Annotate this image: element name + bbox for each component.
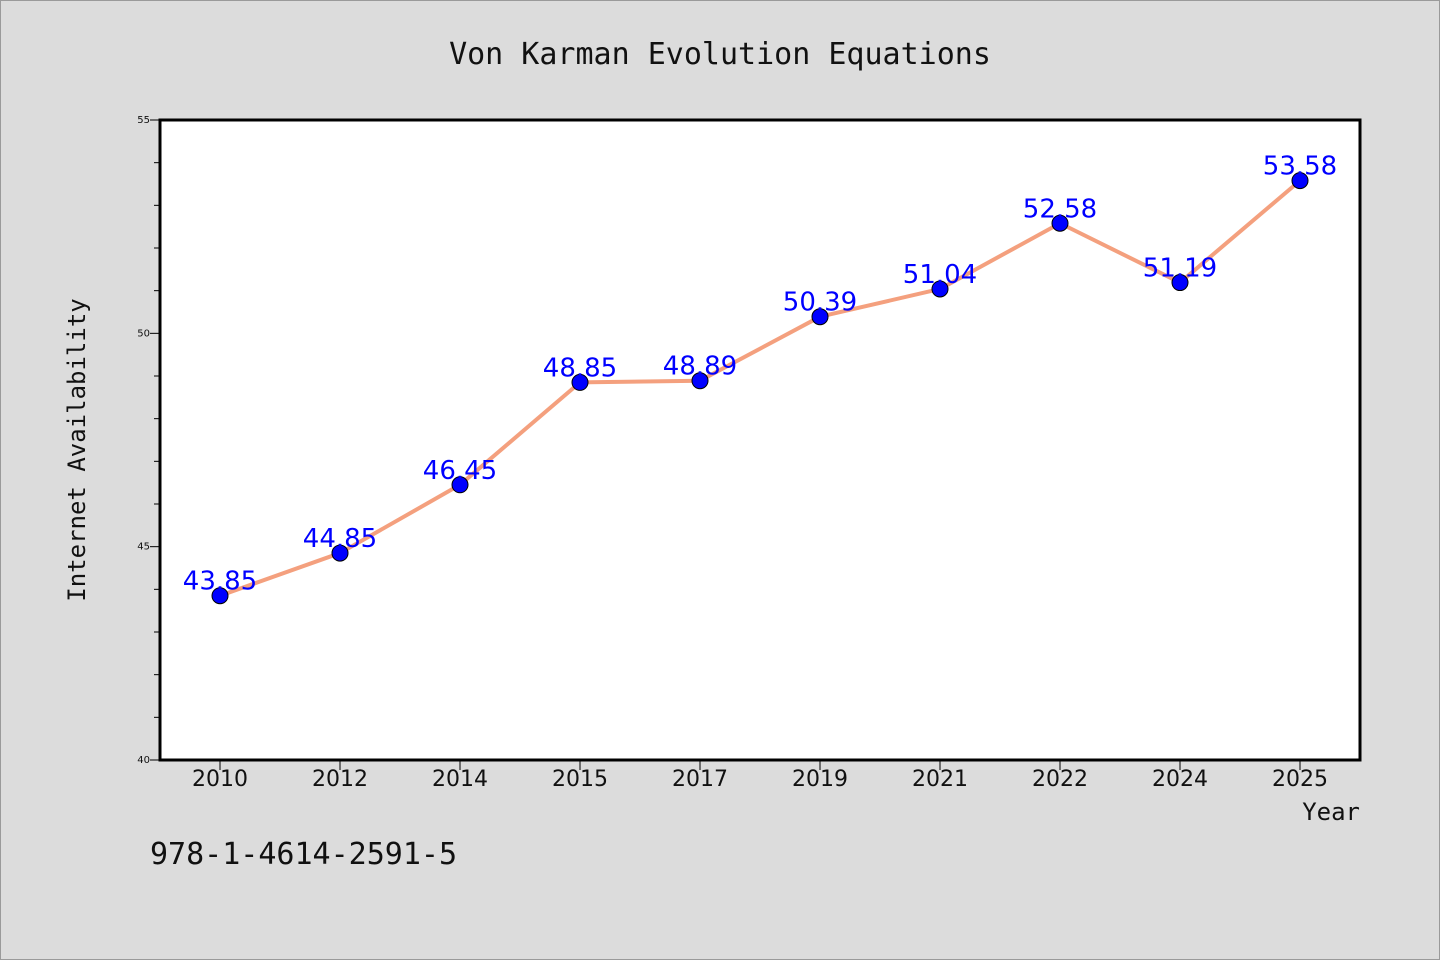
data-label: 43.85 xyxy=(183,567,257,597)
series-line xyxy=(219,179,1302,598)
data-point xyxy=(571,373,589,391)
data-point xyxy=(1051,214,1069,232)
data-label: 48.85 xyxy=(543,353,617,383)
data-label: 48.89 xyxy=(663,352,737,382)
y-tick-label: 40 xyxy=(137,755,150,766)
x-tick-label: 2015 xyxy=(552,767,608,792)
data-point xyxy=(1171,274,1189,292)
y-tick-label: 50 xyxy=(137,328,150,339)
x-tick-label: 2021 xyxy=(912,767,968,792)
data-label: 53.58 xyxy=(1263,152,1337,182)
chart-title: Von Karman Evolution Equations xyxy=(449,37,991,72)
data-label: 50.39 xyxy=(783,288,857,318)
x-axis: 2010 2012 2014 2015 2017 2019 2021 2022 2024 2025 xyxy=(192,760,1328,792)
y-tick-label: 55 xyxy=(137,115,150,126)
data-point xyxy=(1291,172,1309,190)
data-label: 46.45 xyxy=(423,456,497,486)
x-tick-label: 2019 xyxy=(792,767,848,792)
data-point xyxy=(811,308,829,326)
isbn-annotation: 978-1-4614-2591-5 xyxy=(150,837,457,872)
x-tick-label: 2017 xyxy=(672,767,728,792)
data-labels: 43.85 44.85 46.45 48.85 48.89 50.39 51.04 52.58… xyxy=(183,152,1337,597)
series-markers xyxy=(211,172,1309,605)
x-tick-label: 2012 xyxy=(312,767,368,792)
data-label: 44.85 xyxy=(303,524,377,554)
data-label: 51.19 xyxy=(1143,254,1217,284)
y-axis-label: Internet Availability xyxy=(63,298,91,601)
y-axis: 40 45 50 55 xyxy=(137,115,160,766)
x-tick-label: 2014 xyxy=(432,767,488,792)
x-tick-label: 2025 xyxy=(1272,767,1328,792)
x-axis-label: Year xyxy=(1302,798,1360,826)
x-tick-label: 2010 xyxy=(192,767,248,792)
data-point xyxy=(211,587,229,605)
data-point xyxy=(931,280,949,298)
y-tick-label: 45 xyxy=(137,542,150,553)
data-point xyxy=(691,372,709,390)
x-tick-label: 2024 xyxy=(1152,767,1208,792)
data-point xyxy=(331,544,349,562)
data-label: 51.04 xyxy=(903,260,977,290)
plot-area xyxy=(158,118,1362,762)
x-tick-label: 2022 xyxy=(1032,767,1088,792)
data-label: 52.58 xyxy=(1023,194,1097,224)
data-point xyxy=(451,476,469,494)
